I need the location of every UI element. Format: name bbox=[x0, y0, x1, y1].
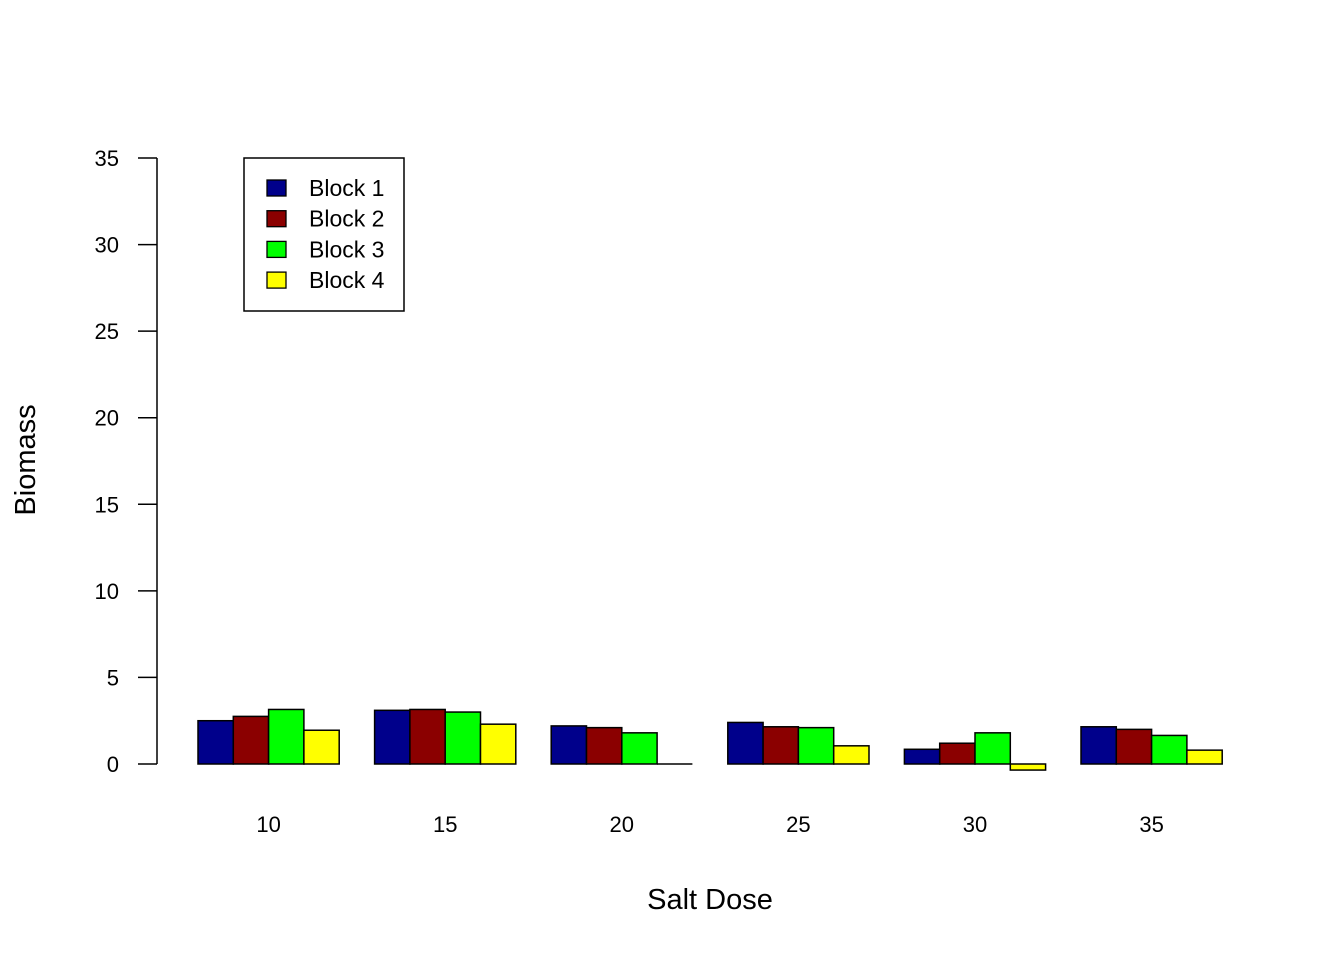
bar bbox=[1009, 763, 1047, 771]
bar bbox=[303, 729, 340, 765]
legend-label: Block 1 bbox=[309, 175, 384, 201]
bar bbox=[974, 732, 1012, 765]
legend-swatch bbox=[266, 210, 287, 228]
x-tick-label: 15 bbox=[433, 812, 457, 837]
bar bbox=[444, 711, 482, 765]
bar bbox=[797, 726, 835, 765]
bar bbox=[585, 726, 623, 765]
y-tick-label: 15 bbox=[95, 492, 119, 517]
y-tick-label: 10 bbox=[95, 579, 119, 604]
bar bbox=[903, 748, 941, 765]
y-axis-title: Biomass bbox=[10, 404, 42, 515]
y-tick-label: 30 bbox=[95, 233, 119, 258]
legend: Block 1 Block 2 Block 3 Block 4 bbox=[243, 157, 405, 312]
bar bbox=[267, 708, 305, 765]
bar bbox=[1080, 726, 1118, 765]
bar bbox=[938, 742, 976, 765]
bar bbox=[479, 723, 517, 765]
bar bbox=[550, 725, 588, 765]
legend-swatch bbox=[266, 271, 287, 289]
bar bbox=[1186, 749, 1223, 765]
y-tick-label: 35 bbox=[95, 146, 119, 171]
bar bbox=[232, 715, 270, 765]
y-axis: 0 5 10 15 20 25 30 35 bbox=[95, 146, 158, 777]
legend-label: Block 3 bbox=[309, 236, 384, 262]
legend-swatch bbox=[266, 179, 287, 197]
x-tick-label: 35 bbox=[1139, 812, 1163, 837]
y-tick-label: 25 bbox=[95, 319, 119, 344]
x-category-labels: 10 15 20 25 30 35 bbox=[256, 812, 1163, 837]
y-tick-label: 0 bbox=[107, 752, 119, 777]
x-tick-label: 10 bbox=[256, 812, 280, 837]
x-tick-label: 20 bbox=[610, 812, 634, 837]
bar bbox=[727, 721, 764, 765]
x-axis-title: Salt Dose bbox=[647, 884, 773, 916]
bar bbox=[373, 709, 411, 765]
bar bbox=[1150, 734, 1188, 765]
bar bbox=[762, 726, 800, 765]
legend-label: Block 2 bbox=[309, 206, 384, 232]
bar bbox=[1115, 728, 1153, 765]
x-tick-label: 30 bbox=[963, 812, 987, 837]
bar bbox=[409, 708, 446, 765]
y-tick-label: 5 bbox=[107, 665, 119, 690]
x-tick-label: 25 bbox=[786, 812, 810, 837]
y-tick-label: 20 bbox=[95, 406, 119, 431]
legend-label: Block 4 bbox=[309, 267, 385, 293]
bar bbox=[621, 732, 658, 765]
legend-swatch bbox=[266, 240, 287, 259]
bar bbox=[832, 745, 870, 765]
bar bbox=[197, 719, 235, 765]
bars-group bbox=[197, 708, 1223, 771]
